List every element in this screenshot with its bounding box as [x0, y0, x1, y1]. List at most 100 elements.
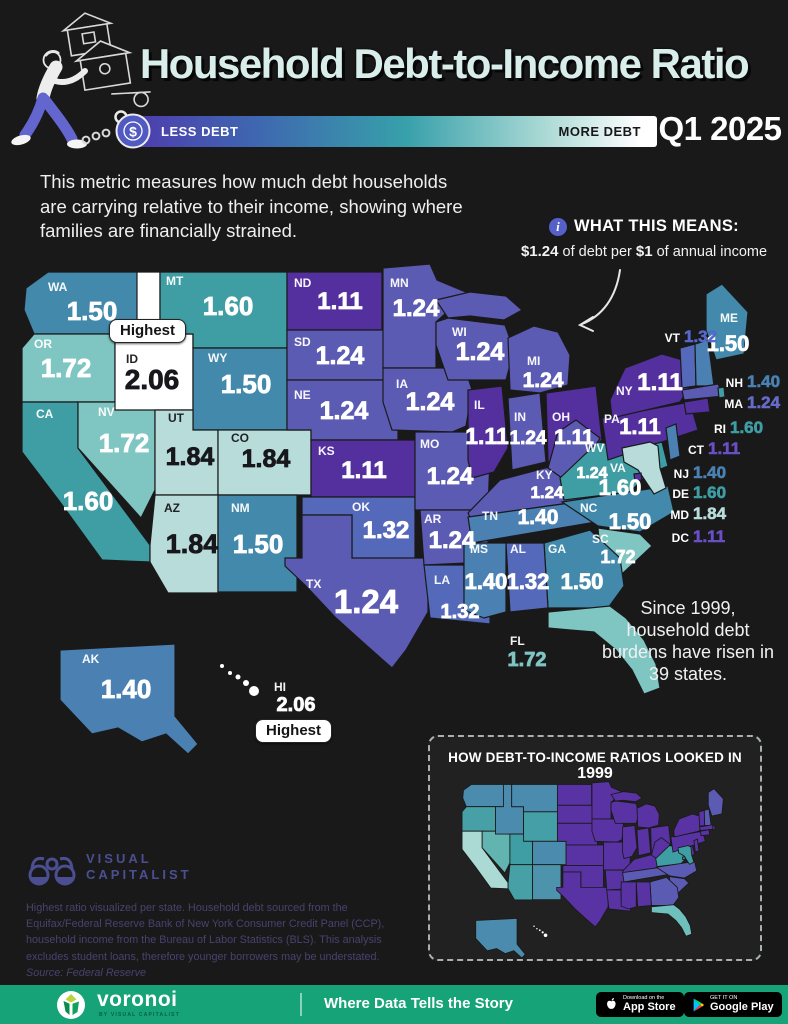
debt-burden-illustration: $: [11, 12, 151, 149]
google-play-badge[interactable]: GET IT ON Google Play: [684, 992, 782, 1017]
state-abbr-MN: MN: [390, 276, 409, 290]
state-value-AK: 1.40: [101, 674, 152, 704]
state-value-NJ: 1.40: [693, 463, 726, 482]
state-HI: [538, 929, 541, 932]
state-value-CA: 1.60: [63, 486, 114, 516]
state-abbr-AR: AR: [424, 512, 442, 526]
choropleth-map-1999: [461, 781, 724, 959]
state-abbr-LA: LA: [434, 573, 450, 587]
state-abbr-WA: WA: [48, 280, 68, 294]
state-NM: [532, 864, 562, 901]
state-abbr-VA: VA: [610, 461, 626, 475]
state-abbr-WY: WY: [208, 351, 227, 365]
state-HI: [243, 680, 249, 686]
state-WA: [462, 783, 505, 808]
state-abbr-SC: SC: [592, 532, 609, 546]
legend-more-debt-label: MORE DEBT: [558, 124, 641, 139]
state-value-MA: 1.24: [747, 393, 781, 412]
state-abbr-MO: MO: [420, 437, 439, 451]
state-TX: [556, 871, 609, 928]
state-abbr-TN: TN: [482, 509, 498, 523]
state-value-AZ: 1.84: [166, 529, 219, 559]
state-abbr-SD: SD: [294, 335, 311, 349]
state-value-WI: 1.24: [456, 338, 505, 366]
dollar-ball-icon: $: [114, 110, 151, 149]
binoculars-icon: [28, 857, 76, 886]
state-RI: [717, 386, 726, 399]
state-abbr-NC: NC: [580, 501, 598, 515]
app-store-badge[interactable]: Download on the App Store: [596, 992, 684, 1017]
highest-badge-hawaii: Highest: [255, 719, 333, 743]
state-abbr-TX: TX: [306, 577, 321, 591]
state-value-MI: 1.24: [523, 369, 564, 392]
state-abbr-MT: MT: [166, 274, 184, 288]
legend-less-debt-label: LESS DEBT: [161, 124, 239, 139]
state-NE: [556, 822, 598, 846]
state-value-TX: 1.24: [334, 583, 399, 620]
voronoi-wordmark: voronoi: [97, 988, 178, 1011]
state-abbr-MD: MD: [670, 508, 689, 522]
debt-gradient-legend: LESS DEBT MORE DEBT: [133, 116, 657, 147]
info-icon: i: [549, 217, 568, 236]
state-HI: [533, 925, 535, 927]
state-AL: [505, 542, 549, 613]
state-CT: [699, 829, 711, 837]
state-IN: [636, 827, 652, 857]
state-abbr-ID: ID: [126, 352, 138, 366]
state-abbr-UT: UT: [168, 411, 185, 425]
state-abbr-IN: IN: [514, 410, 526, 424]
state-HI: [249, 686, 259, 696]
state-ND: [556, 783, 593, 806]
state-MI: [507, 325, 571, 394]
state-abbr-DC: DC: [672, 531, 690, 545]
visual-capitalist-logo: VISUAL CAPITALIST: [26, 846, 192, 888]
state-value-UT: 1.84: [166, 443, 215, 471]
state-abbr-ME: ME: [720, 311, 738, 325]
state-abbr-VT: VT: [665, 331, 681, 345]
state-abbr-HI: HI: [274, 680, 286, 694]
divider: [300, 993, 302, 1016]
state-abbr-NY: NY: [616, 384, 633, 398]
state-VT: [698, 809, 706, 827]
state-value-ME: 1.50: [707, 331, 750, 356]
state-value-ND: 1.11: [317, 288, 362, 315]
visual-capitalist-wordmark: VISUAL CAPITALIST: [86, 850, 192, 882]
state-value-CO: 1.84: [242, 445, 291, 473]
state-abbr-NH: NH: [726, 376, 743, 390]
since-1999-note: Since 1999, household debt burdens have …: [601, 598, 775, 685]
state-value-IL: 1.11: [465, 423, 509, 449]
state-value-IA: 1.24: [406, 388, 455, 416]
state-abbr-RI: RI: [714, 422, 726, 436]
state-KS: [565, 844, 604, 866]
state-HI: [228, 671, 232, 675]
state-ME: [705, 283, 749, 361]
state-AK: [475, 917, 526, 959]
state-abbr-FL: FL: [510, 634, 525, 648]
state-OR: [461, 806, 496, 832]
state-abbr-KS: KS: [318, 444, 335, 458]
state-value-TN: 1.40: [518, 506, 559, 529]
state-part-MI: [610, 791, 643, 803]
choropleth-map-2025: WA1.50OR1.72CA1.60NV1.72ID2.06MT1.60WY1.…: [21, 263, 781, 755]
state-abbr-NJ: NJ: [674, 467, 689, 481]
callout-arrow-icon: [577, 269, 621, 332]
state-AK: [59, 643, 199, 755]
state-abbr-MI: MI: [527, 354, 540, 368]
state-value-PA: 1.11: [619, 414, 661, 439]
state-HI: [220, 664, 224, 668]
state-PA: [601, 401, 699, 461]
state-ME: [707, 788, 724, 817]
state-MS: [463, 542, 507, 619]
state-abbr-NE: NE: [294, 388, 311, 402]
state-value-WV: 1.24: [576, 465, 607, 482]
state-abbr-ND: ND: [294, 276, 312, 290]
state-part-MI: [435, 291, 524, 321]
state-value-NY: 1.11: [637, 369, 682, 396]
state-MD: [621, 441, 667, 495]
state-value-AL: 1.32: [507, 569, 550, 594]
state-abbr-WV: WV: [585, 441, 604, 455]
state-value-MO: 1.24: [427, 463, 474, 490]
state-value-RI: 1.60: [730, 418, 763, 437]
state-abbr-MA: MA: [724, 397, 743, 411]
